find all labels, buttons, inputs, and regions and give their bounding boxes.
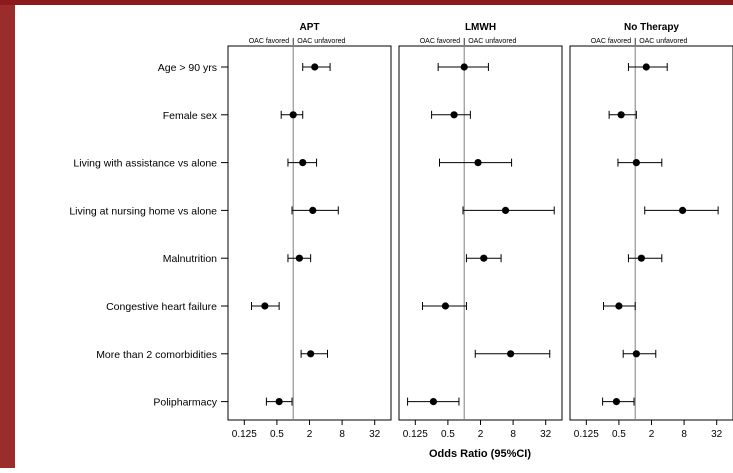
point-estimate (441, 302, 450, 310)
x-tick-label: 8 (510, 429, 516, 440)
point-estimate (678, 206, 687, 214)
left-accent-bar (0, 5, 15, 468)
point-estimate (309, 206, 317, 214)
row-label: Female sex (163, 110, 218, 122)
direction-label-right: OAC unfavored (639, 38, 687, 45)
x-tick-label: 8 (339, 429, 345, 440)
x-tick-label: 0.5 (270, 429, 284, 440)
point-estimate (642, 63, 650, 71)
x-tick-label: 8 (681, 429, 687, 440)
point-estimate (637, 254, 645, 262)
x-tick-label: 0.125 (232, 429, 257, 440)
direction-label-left: OAC favored (591, 38, 632, 45)
point-estimate (299, 159, 307, 167)
row-label: More than 2 comorbidities (96, 349, 217, 361)
top-accent-bar (0, 0, 733, 5)
x-tick-label: 0.125 (574, 429, 599, 440)
x-axis-title: Odds Ratio (95%CI) (429, 448, 531, 460)
point-estimate (311, 63, 319, 71)
point-estimate (307, 350, 315, 358)
point-estimate (289, 111, 297, 119)
x-tick-label: 0.125 (403, 429, 428, 440)
panel-title: APT (300, 22, 320, 33)
point-estimate (429, 398, 438, 406)
x-tick-label: 32 (369, 429, 381, 440)
point-estimate (480, 254, 488, 262)
panel-title: No Therapy (624, 22, 679, 33)
figure-background (15, 5, 733, 468)
point-estimate (275, 398, 283, 406)
row-label: Polipharmacy (153, 397, 217, 409)
x-tick-label: 2 (307, 429, 313, 440)
x-tick-label: 0.5 (612, 429, 626, 440)
direction-label-left: OAC favored (249, 38, 290, 45)
row-label: Congestive heart failure (106, 301, 217, 313)
point-estimate (295, 254, 303, 262)
point-estimate (507, 350, 515, 358)
point-estimate (632, 350, 640, 358)
x-tick-label: 0.5 (441, 429, 455, 440)
point-estimate (632, 159, 640, 167)
point-estimate (460, 63, 468, 71)
direction-label-right: OAC unfavored (297, 38, 345, 45)
point-estimate (450, 111, 458, 119)
row-label: Living with assistance vs alone (73, 158, 217, 170)
point-estimate (617, 111, 625, 119)
direction-label-left: OAC favored (420, 38, 461, 45)
point-estimate (615, 302, 623, 310)
x-tick-label: 32 (540, 429, 552, 440)
point-estimate (501, 206, 510, 214)
x-tick-label: 2 (649, 429, 655, 440)
x-tick-label: 32 (711, 429, 723, 440)
direction-label-right: OAC unfavored (468, 38, 516, 45)
row-label: Malnutrition (163, 253, 217, 265)
panel-title: LMWH (465, 22, 496, 33)
x-tick-label: 2 (478, 429, 484, 440)
row-label: Living at nursing home vs alone (69, 205, 217, 217)
point-estimate (612, 398, 621, 406)
point-estimate (474, 159, 482, 167)
row-label: Age > 90 yrs (158, 62, 217, 74)
point-estimate (261, 302, 269, 310)
